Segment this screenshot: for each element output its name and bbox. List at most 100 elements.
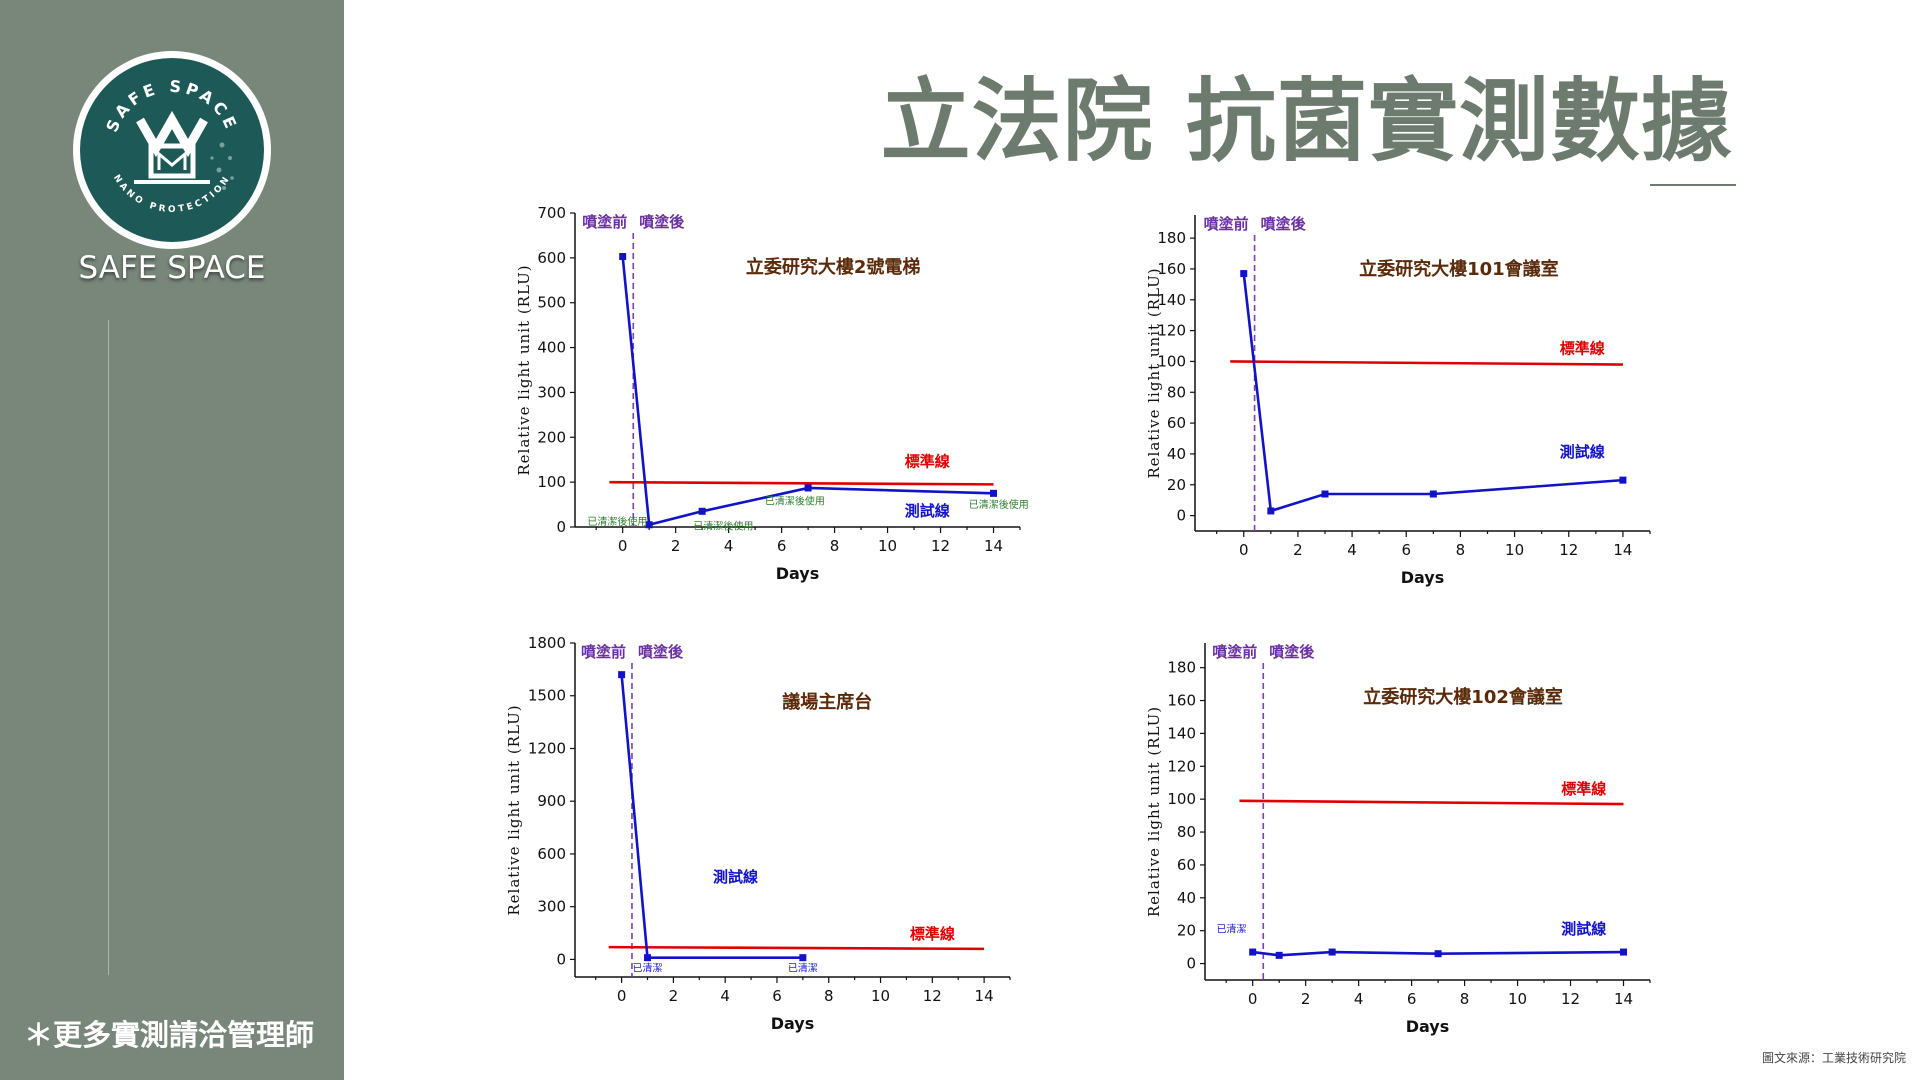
cleaning-note: 已清潔後使用 <box>765 495 825 508</box>
standard-line <box>608 945 985 951</box>
phase-label-after: 噴塗後 <box>1269 643 1315 661</box>
x-tick-label: 14 <box>984 537 1003 555</box>
phase-label-after: 噴塗後 <box>1261 215 1307 233</box>
x-axis-label: Days <box>1401 568 1445 587</box>
y-tick-label: 160 <box>1157 260 1186 278</box>
y-axis-label: Relative light unit (RLU) <box>1145 267 1163 478</box>
test-data-point <box>1321 490 1329 498</box>
y-axis-label: Relative light unit (RLU) <box>505 704 523 915</box>
test-data-point <box>645 521 653 529</box>
x-tick-label: 12 <box>923 987 942 1005</box>
y-tick-label: 500 <box>537 294 566 312</box>
y-tick-label: 180 <box>1167 659 1196 677</box>
phase-label-before: 噴塗前 <box>1204 215 1249 233</box>
y-tick-label: 0 <box>1186 955 1196 973</box>
test-line <box>620 674 803 959</box>
y-tick-label: 20 <box>1177 922 1196 940</box>
test-data-point <box>799 954 807 962</box>
cleaning-note: 已清潔 <box>1216 922 1246 935</box>
y-tick-label: 0 <box>1176 507 1186 525</box>
logo-disc <box>80 58 264 242</box>
y-tick-label: 80 <box>1177 823 1196 841</box>
test-line <box>1242 273 1624 513</box>
x-tick-label: 0 <box>617 987 627 1005</box>
x-tick-label: 10 <box>871 987 890 1005</box>
cleaning-note: 已清潔後使用 <box>693 520 753 533</box>
x-tick-label: 2 <box>671 537 681 555</box>
y-tick-label: 60 <box>1167 414 1186 432</box>
standard-line-label: 標準線 <box>1561 780 1606 798</box>
test-data-point <box>1267 507 1275 515</box>
sidebar-divider <box>108 320 109 975</box>
test-line-label: 測試線 <box>905 502 950 520</box>
standard-line <box>1239 799 1624 806</box>
y-tick-label: 140 <box>1167 724 1196 742</box>
x-tick-label: 4 <box>724 537 734 555</box>
y-tick-label: 0 <box>556 950 566 968</box>
chart-title: 議場主席台 <box>782 691 872 713</box>
cleaning-note: 已清潔 <box>633 962 663 975</box>
phase-label-before: 噴塗前 <box>1212 643 1257 661</box>
test-data-point <box>1240 270 1248 278</box>
brand-name: SAFE SPACE <box>78 250 266 286</box>
y-tick-label: 140 <box>1157 291 1186 309</box>
logo-monogram <box>134 110 210 184</box>
x-tick-label: 0 <box>618 537 628 555</box>
y-tick-label: 1200 <box>528 739 566 757</box>
test-data-point <box>618 671 626 679</box>
cleaning-note: 已清潔後使用 <box>587 515 647 528</box>
y-tick-label: 120 <box>1167 757 1196 775</box>
cleaning-note: 已清潔 <box>788 962 818 975</box>
test-data-point <box>1434 950 1442 958</box>
x-tick-label: 8 <box>830 537 840 555</box>
phase-label-after: 噴塗後 <box>638 643 684 661</box>
x-tick-label: 14 <box>975 987 994 1005</box>
x-tick-label: 12 <box>931 537 950 555</box>
y-tick-label: 100 <box>537 473 566 491</box>
standard-line-label: 標準線 <box>905 452 950 470</box>
logo-nano-dots <box>210 142 234 190</box>
x-tick-label: 8 <box>1456 541 1466 559</box>
x-tick-label: 6 <box>1407 990 1417 1008</box>
sidebar: SAFE SPACE NANO PROTECTION SAFE SPACE ＊更… <box>0 0 344 1080</box>
phase-label-before: 噴塗前 <box>582 213 627 231</box>
test-line-label: 測試線 <box>1561 920 1606 938</box>
x-tick-label: 12 <box>1559 541 1578 559</box>
x-tick-label: 6 <box>777 537 787 555</box>
test-line-label: 測試線 <box>1560 443 1605 461</box>
test-data-point <box>644 954 651 962</box>
x-tick-label: 2 <box>1293 541 1303 559</box>
test-data-point <box>619 253 627 261</box>
test-data-point <box>1619 476 1627 484</box>
y-tick-label: 900 <box>537 792 566 810</box>
chart-room-101: 0 20 40 60 80 100 120 140 160 180 0 2 4 6 8 10 12 14 Days R… <box>1145 215 1651 587</box>
test-data-point <box>804 484 812 492</box>
x-tick-label: 2 <box>1301 990 1311 1008</box>
test-line-label: 測試線 <box>713 868 758 886</box>
x-tick-label: 10 <box>1508 990 1527 1008</box>
y-axis-label: Relative light unit (RLU) <box>515 264 533 475</box>
chart-chair-podium: 0 300 600 900 1200 1500 1800 0 2 4 6 8 10 12 14 Days Rel… <box>505 634 1011 1033</box>
x-tick-label: 4 <box>720 987 730 1005</box>
source-credit: 圖文來源：工業技術研究院 <box>1761 1051 1906 1065</box>
test-data-point <box>1275 951 1283 959</box>
x-tick-label: 14 <box>1613 541 1632 559</box>
y-tick-label: 1800 <box>528 634 566 652</box>
y-tick-label: 40 <box>1167 445 1186 463</box>
x-axis-label: Days <box>776 564 820 583</box>
y-tick-label: 600 <box>537 845 566 863</box>
chart-room-102: 0 20 40 60 80 100 120 140 160 180 0 2 4 6 8 10 12 14 Days R… <box>1145 643 1651 1036</box>
y-axis-label: Relative light unit (RLU) <box>1145 706 1163 917</box>
y-tick-label: 300 <box>537 383 566 401</box>
x-tick-label: 12 <box>1561 990 1580 1008</box>
title-underline <box>1650 184 1736 186</box>
y-tick-label: 40 <box>1177 889 1196 907</box>
y-tick-label: 80 <box>1167 383 1186 401</box>
y-tick-label: 180 <box>1157 229 1186 247</box>
page-title: 立法院 抗菌實測數據 <box>880 69 1732 174</box>
x-tick-label: 14 <box>1614 990 1633 1008</box>
standard-line-label: 標準線 <box>1560 340 1605 358</box>
x-tick-label: 8 <box>824 987 834 1005</box>
x-tick-label: 0 <box>1248 990 1258 1008</box>
phase-label-after: 噴塗後 <box>639 213 685 231</box>
